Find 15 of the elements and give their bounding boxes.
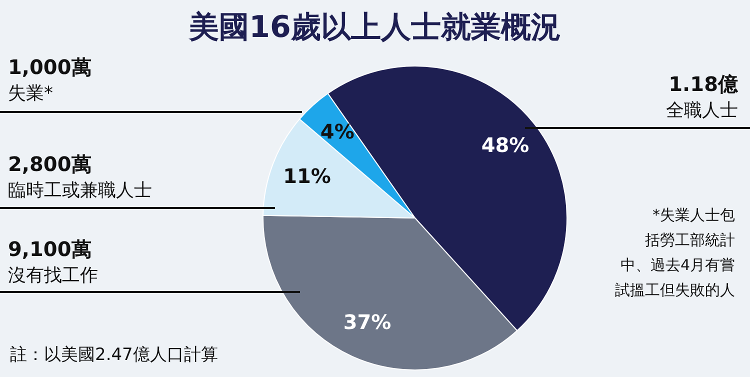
data-label: 48% xyxy=(481,132,530,157)
slice-label: 失業* xyxy=(8,83,53,104)
text: 9,100萬 xyxy=(8,237,92,261)
text: 2,800萬 xyxy=(8,152,92,176)
chart-title: 美國16歲以上人士就業概況 xyxy=(188,10,561,45)
slice-label: 沒有找工作 xyxy=(8,265,98,286)
data-label: 4% xyxy=(320,119,354,144)
data-label: 11% xyxy=(283,164,331,188)
text: *失業人士包括勞工部統計中、過去4月有嘗試搵工但失敗的人 xyxy=(615,206,735,299)
text: 1.18億 xyxy=(668,72,739,96)
slice-label: 全職人士 xyxy=(666,100,738,121)
slice-label: 臨時工或兼職人士 xyxy=(8,180,152,201)
text: 1,000萬 xyxy=(8,55,92,79)
text: 註：以美國2.47億人口計算 xyxy=(10,345,218,365)
data-label: 37% xyxy=(343,310,392,334)
